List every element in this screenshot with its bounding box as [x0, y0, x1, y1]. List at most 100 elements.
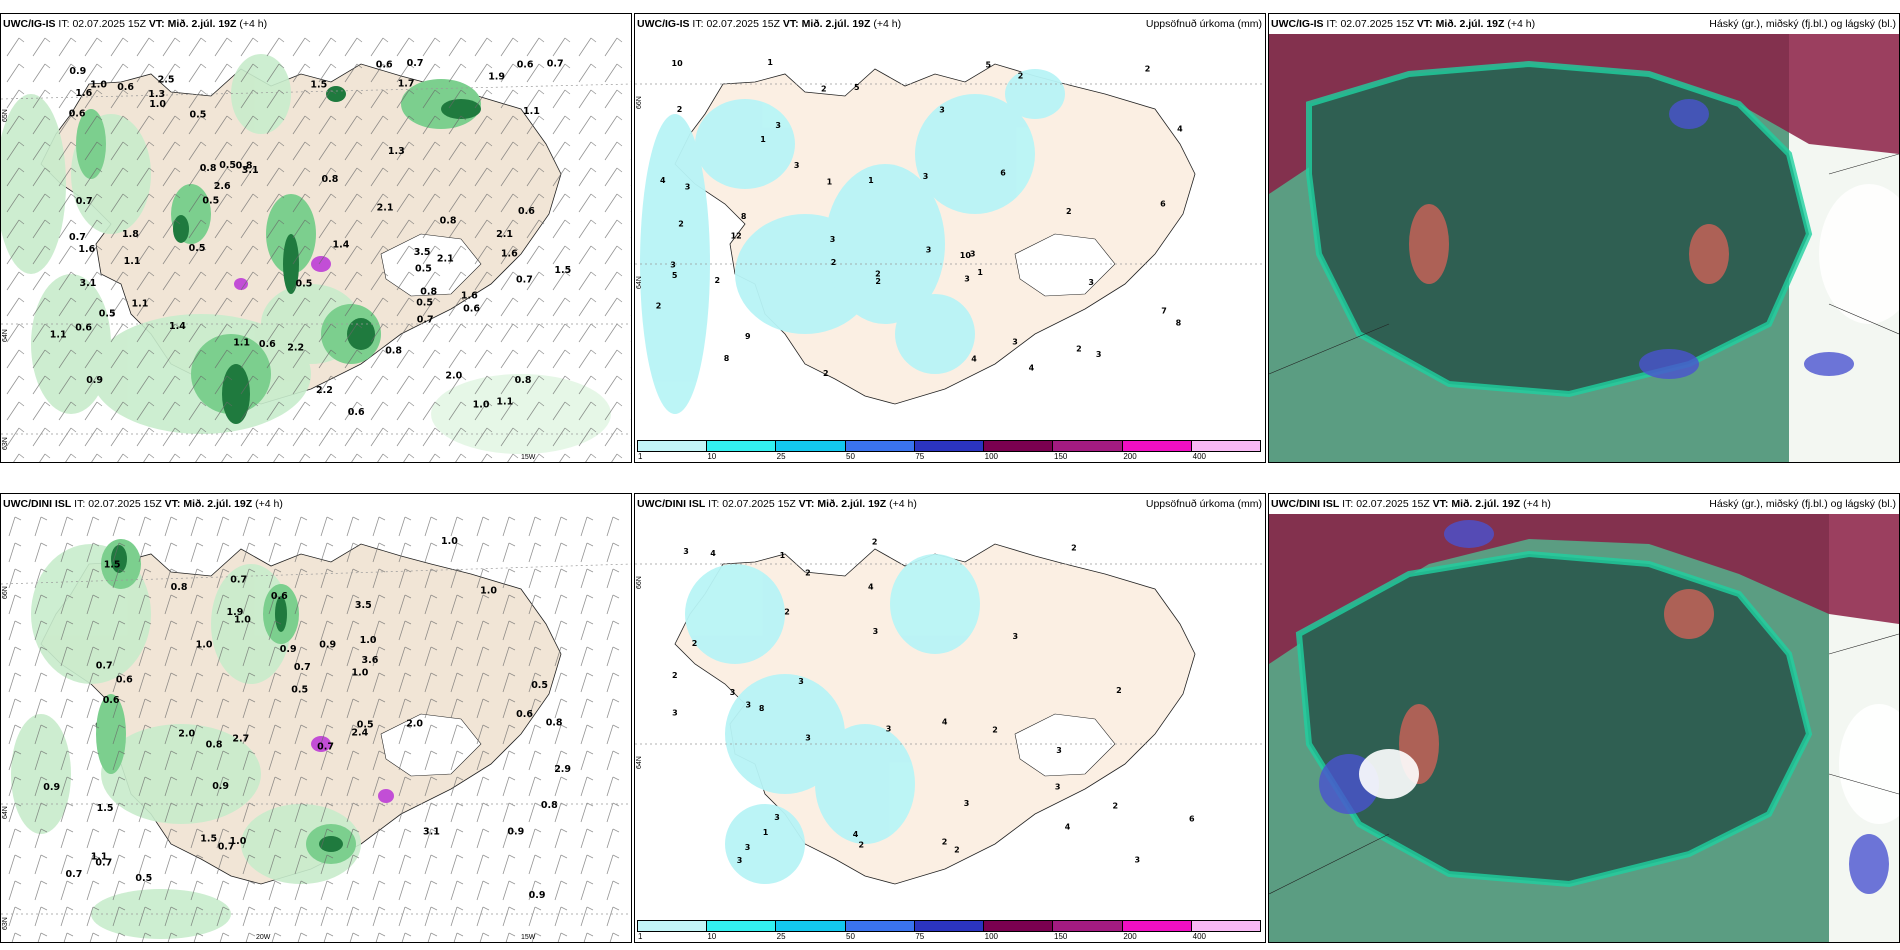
value-label: 2.0	[406, 718, 423, 729]
panel-header: UWC/DINI ISL IT: 02.07.2025 15Z VT: Mið.…	[1, 494, 631, 514]
vt-value: Mið. 2.júl. 19Z	[801, 18, 871, 30]
value-label: 2.1	[437, 254, 454, 265]
value-label: 3	[737, 856, 743, 865]
legend-swatch	[638, 921, 708, 931]
lat-label: 66N	[636, 96, 643, 109]
map-panel-dini-accum-precip[interactable]: UWC/DINI ISL IT: 02.07.2025 15Z VT: Mið.…	[634, 493, 1266, 943]
legend-label: 150	[1054, 932, 1068, 941]
value-label: 3	[746, 701, 752, 710]
model-name: UWC/DINI ISL	[637, 498, 706, 510]
vt-label: VT:	[1416, 18, 1433, 30]
value-label: 4	[1177, 125, 1183, 134]
model-name: UWC/DINI ISL	[1271, 498, 1340, 510]
value-label: 0.7	[230, 574, 247, 585]
value-label: 0.9	[280, 644, 297, 655]
value-label: 0.5	[202, 195, 219, 206]
value-label: 2	[672, 671, 678, 680]
cloud-cover-map[interactable]	[1269, 34, 1899, 462]
vt-label: VT:	[782, 18, 799, 30]
value-label: 6	[1160, 200, 1166, 209]
legend-label: 400	[1192, 932, 1207, 941]
value-label: 0.5	[531, 680, 548, 691]
value-label: 1	[827, 177, 833, 186]
value-label: 3	[873, 627, 879, 636]
value-label: 3	[685, 182, 691, 191]
value-label: 1	[763, 828, 769, 837]
value-label: 3.6	[362, 655, 379, 666]
lat-label: 64N	[636, 276, 643, 289]
map-panel-dini-clouds[interactable]: UWC/DINI ISL IT: 02.07.2025 15Z VT: Mið.…	[1268, 493, 1900, 943]
value-label: 0.8	[200, 163, 217, 174]
lead-time: (+4 h)	[1507, 18, 1536, 30]
value-label: 10	[672, 59, 684, 68]
map-panel-ig-is-wind-precip[interactable]: UWC/IG-IS IT: 02.07.2025 15Z VT: Mið. 2.…	[0, 13, 632, 463]
lead-time: (+4 h)	[1523, 498, 1551, 510]
value-label: 3	[1056, 746, 1062, 755]
value-label: 0.8	[236, 161, 253, 172]
precip-legend: 1 10 25 50 75 100 150 200 400	[635, 440, 1265, 462]
value-label: 3	[939, 105, 945, 114]
value-label: 2.1	[496, 229, 513, 240]
value-label: 3	[926, 246, 932, 255]
value-label: 9	[745, 332, 751, 341]
value-label: 0.8	[541, 800, 558, 811]
value-label: 5	[986, 60, 992, 69]
value-label: 4	[971, 354, 977, 363]
value-label: 3	[923, 172, 929, 181]
map-panel-ig-is-accum-precip[interactable]: UWC/IG-IS IT: 02.07.2025 15Z VT: Mið. 2.…	[634, 13, 1266, 463]
value-label: 0.8	[385, 346, 402, 357]
value-label: 1.6	[78, 244, 95, 255]
value-label: 3	[1055, 783, 1061, 792]
value-label: 0.7	[76, 196, 93, 207]
it-label: IT:	[1342, 498, 1354, 510]
map-panel-dini-wind-precip[interactable]: UWC/DINI ISL IT: 02.07.2025 15Z VT: Mið.…	[0, 493, 632, 943]
value-label: 12	[731, 232, 742, 241]
value-label: 1.0	[149, 99, 166, 110]
value-label: 5	[854, 83, 860, 92]
lat-label: 64N	[2, 329, 9, 342]
value-label: 2	[805, 569, 811, 578]
value-label: 1.0	[230, 836, 247, 847]
value-label: 3	[1012, 338, 1018, 347]
vt-value: Mið. 2.júl. 19Z	[183, 498, 253, 510]
value-label: 1.1	[124, 256, 141, 267]
value-label: 3	[964, 799, 970, 808]
it-label: IT:	[74, 498, 86, 510]
value-label: 2	[656, 302, 662, 311]
value-label: 3.1	[80, 278, 97, 289]
value-label: 6	[1189, 814, 1195, 823]
value-label: 1.9	[227, 607, 244, 618]
value-label: 1.5	[310, 80, 327, 91]
legend-label: 10	[707, 932, 717, 941]
value-label: 0.5	[415, 263, 432, 274]
value-label: 1.7	[398, 78, 415, 89]
value-label: 1.0	[473, 400, 490, 411]
value-label: 0.5	[189, 243, 206, 254]
value-label: 2.6	[214, 181, 231, 192]
value-label: 1.6	[461, 290, 478, 301]
legend-bar	[637, 920, 1261, 932]
value-label: 2.5	[158, 75, 175, 86]
lat-label: 63N	[2, 437, 9, 450]
vt-label: VT:	[798, 498, 815, 510]
value-label: 0.7	[417, 315, 434, 326]
map-panel-ig-is-clouds[interactable]: UWC/IG-IS IT: 02.07.2025 15Z VT: Mið. 2.…	[1268, 13, 1900, 463]
cloud-cover-map[interactable]	[1269, 514, 1899, 942]
value-label: 0.5	[416, 298, 433, 309]
value-label: 2.2	[316, 385, 333, 396]
value-label: 0.6	[463, 304, 480, 315]
value-label: 1.5	[554, 265, 571, 276]
lead-time: (+4 h)	[889, 498, 917, 510]
wind-precip-map[interactable]: 1.50.70.90.51.51.00.70.92.00.81.01.01.11…	[1, 514, 631, 942]
wind-precip-map[interactable]: 0.51.60.92.53.12.00.61.70.80.60.60.71.60…	[1, 34, 631, 462]
lat-label: 66N	[2, 586, 9, 599]
field-title: Háský (gr.), miðský (fj.bl.) og lágský (…	[1709, 498, 1896, 510]
value-label: 1.3	[148, 89, 165, 100]
value-label: 3.5	[414, 247, 431, 258]
value-label: 0.7	[294, 662, 311, 673]
legend-swatch	[984, 921, 1054, 931]
value-label: 1.5	[97, 803, 114, 814]
value-label: 3	[798, 677, 804, 686]
